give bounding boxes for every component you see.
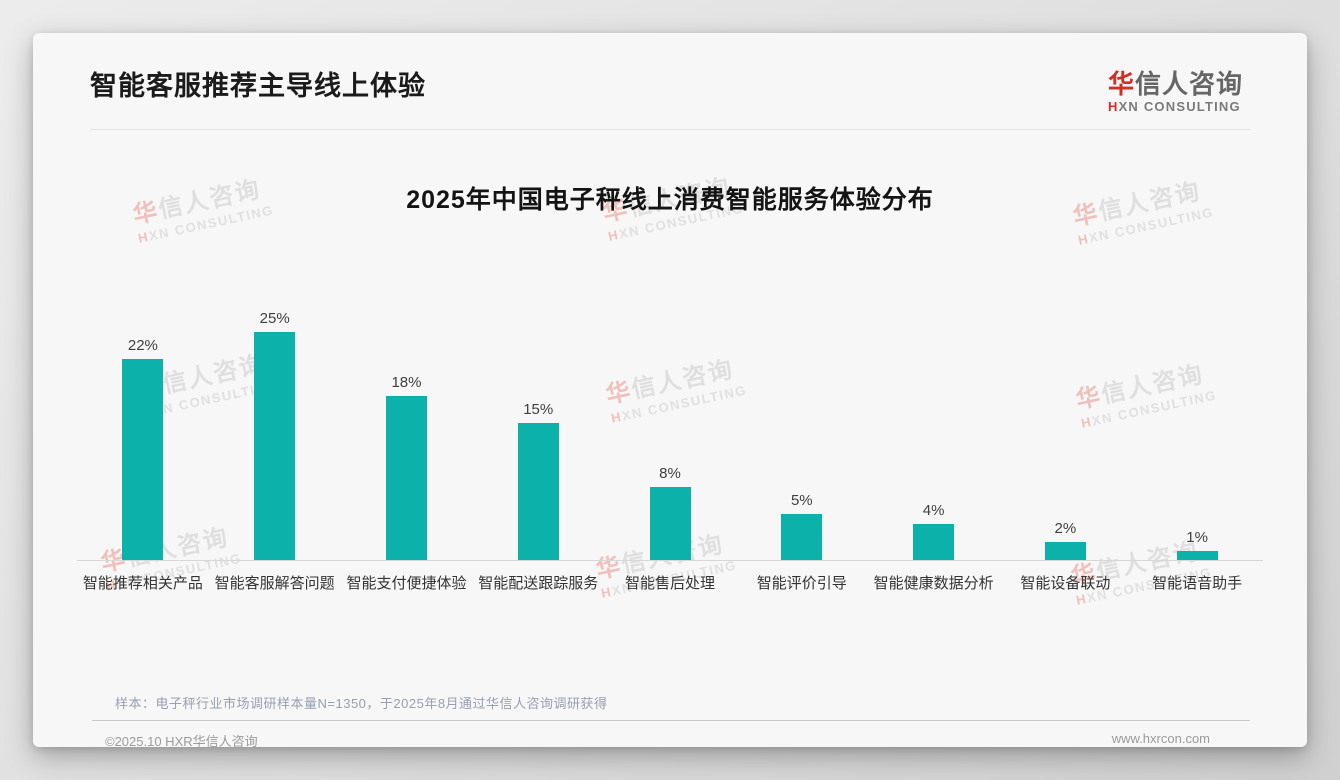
category-label: 智能设备联动	[1020, 575, 1111, 592]
bar-column: 8%	[604, 465, 736, 560]
logo-en-rest: XN CONSULTING	[1118, 99, 1241, 114]
category-label: 智能支付便捷体验	[346, 575, 467, 592]
page-title: 智能客服推荐主导线上体验	[90, 71, 426, 101]
bar-value-label: 15%	[523, 401, 554, 418]
x-axis-line	[77, 560, 1263, 561]
bar	[781, 514, 823, 560]
bars-row: 22% 25% 18% 15% 8% 5% 4% 2% 1%	[77, 308, 1263, 560]
category-label: 智能健康数据分析	[873, 575, 994, 592]
bar-chart: 22% 25% 18% 15% 8% 5% 4% 2% 1% 智能推荐相关产品 智能客服解答问题智…	[77, 308, 1263, 593]
slide-content: 智能客服推荐主导线上体验 华信人咨询 HXN CONSULTING 2025年中…	[33, 33, 1307, 747]
header-divider	[90, 129, 1250, 130]
company-logo: 华信人咨询 HXN CONSULTING	[1108, 69, 1243, 114]
logo-english-text: HXN CONSULTING	[1108, 99, 1243, 114]
website-text: www.hxrcon.com	[1111, 731, 1210, 746]
logo-cn-rest: 信人咨询	[1134, 69, 1243, 99]
bar-column: 15%	[472, 401, 604, 560]
category-label: 智能语音助手	[1152, 575, 1243, 592]
category-label: 智能配送跟踪服务	[478, 575, 599, 592]
bar-value-label: 25%	[259, 310, 290, 327]
logo-cn-accent: 华	[1107, 69, 1135, 99]
bar	[517, 423, 559, 560]
chart-title: 2025年中国电子秤线上消费智能服务体验分布	[406, 186, 934, 214]
slide-card: 华信人咨询 HXN CONSULTING 华信人咨询 HXN CONSULTING 华信…	[33, 33, 1307, 747]
bar-column: 4%	[868, 502, 1000, 560]
bar-column: 1%	[1131, 529, 1263, 560]
slide-header: 智能客服推荐主导线上体验 华信人咨询 HXN CONSULTING	[33, 33, 1307, 114]
bar-value-label: 4%	[922, 502, 945, 519]
chart-section: 2025年中国电子秤线上消费智能服务体验分布 22% 25% 18% 15% 8% 5% 4…	[33, 180, 1307, 593]
category-label: 智能推荐相关产品	[82, 575, 203, 592]
bar	[122, 359, 164, 560]
copyright-text: ©2025.10 HXR华信人咨询	[105, 734, 258, 747]
slide-footer: ©2025.10 HXR华信人咨询 www.hxrcon.com	[33, 721, 1307, 747]
logo-chinese-text: 华信人咨询	[1108, 69, 1243, 99]
bar	[649, 487, 691, 560]
bar	[385, 396, 427, 560]
bar-column: 22%	[77, 337, 209, 560]
logo-en-accent: H	[1107, 99, 1119, 114]
bar	[1044, 542, 1086, 560]
bar-value-label: 5%	[790, 492, 813, 509]
bar	[1176, 551, 1218, 560]
category-label: 智能客服解答问题	[214, 575, 335, 592]
footer-divider	[92, 720, 1250, 721]
bar-column: 18%	[341, 374, 473, 560]
category-label: 智能售后处理	[625, 575, 716, 592]
category-labels-row: 智能推荐相关产品 智能客服解答问题 智能支付便捷体验 智能配送跟踪服务 智能售后处理 智能…	[77, 572, 1263, 593]
bar-column: 5%	[736, 492, 868, 560]
bar	[254, 332, 296, 560]
bar-column: 25%	[209, 310, 341, 560]
bar-value-label: 22%	[127, 337, 158, 354]
bar-value-label: 2%	[1054, 520, 1077, 537]
bar-value-label: 8%	[659, 465, 681, 482]
bar	[913, 524, 955, 560]
category-label: 智能评价引导	[756, 575, 847, 592]
bar-column: 2%	[999, 520, 1131, 560]
bar-value-label: 1%	[1186, 529, 1208, 546]
bar-value-label: 18%	[391, 374, 422, 391]
sample-note: 样本：电子秤行业市场调研样本量N=1350，于2025年8月通过华信人咨询调研获…	[115, 696, 608, 711]
